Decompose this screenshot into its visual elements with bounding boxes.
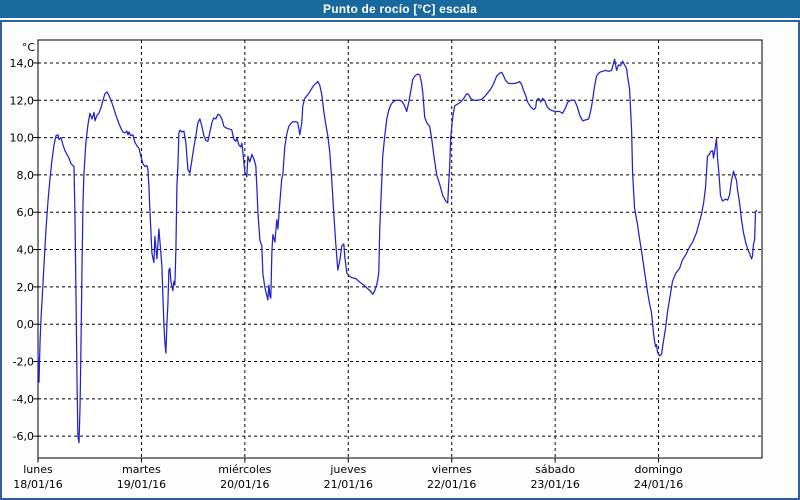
axis-ticks	[33, 62, 660, 463]
y-axis-unit-label: °C	[22, 41, 36, 54]
y-tick-label: -6,0	[13, 430, 34, 443]
y-axis-labels: °C 14,0 12,0 10,0 8,0 6,0 4,0 2,0 0,0 -2,0 -4,0 -6,…	[10, 41, 36, 443]
y-tick-label: -4,0	[13, 393, 34, 406]
x-date-label: 20/01/16	[220, 478, 269, 491]
y-tick-label: 8,0	[17, 169, 35, 182]
x-day-label: domingo	[634, 463, 682, 476]
x-day-label: martes	[122, 463, 161, 476]
chart-title: Punto de rocío [°C] escala	[322, 2, 478, 16]
y-tick-label: 10,0	[10, 132, 35, 145]
x-date-label: 24/01/16	[634, 478, 683, 491]
x-day-label: jueves	[329, 463, 366, 476]
y-tick-label: 4,0	[17, 244, 35, 257]
y-tick-label: 0,0	[17, 318, 35, 331]
x-day-label: sábado	[535, 463, 575, 476]
x-day-label: miércoles	[218, 463, 271, 476]
x-date-label: 21/01/16	[324, 478, 373, 491]
y-tick-label: 14,0	[10, 57, 35, 70]
x-date-label: 18/01/16	[13, 478, 62, 491]
x-date-label: 22/01/16	[427, 478, 476, 491]
y-tick-label: -2,0	[13, 356, 34, 369]
y-tick-label: 2,0	[17, 281, 35, 294]
x-date-label: 23/01/16	[530, 478, 579, 491]
x-day-label: viernes	[432, 463, 472, 476]
x-axis-labels: lunes 18/01/16 martes 19/01/16 miércoles 20/0…	[13, 463, 683, 491]
y-tick-label: 12,0	[10, 94, 35, 107]
x-day-label: lunes	[23, 463, 53, 476]
plot-area	[37, 39, 763, 459]
y-tick-label: 6,0	[17, 206, 35, 219]
title-bar: Punto de rocío [°C] escala	[0, 0, 800, 18]
dewpoint-series-line	[37, 58, 758, 444]
x-date-label: 19/01/16	[117, 478, 166, 491]
